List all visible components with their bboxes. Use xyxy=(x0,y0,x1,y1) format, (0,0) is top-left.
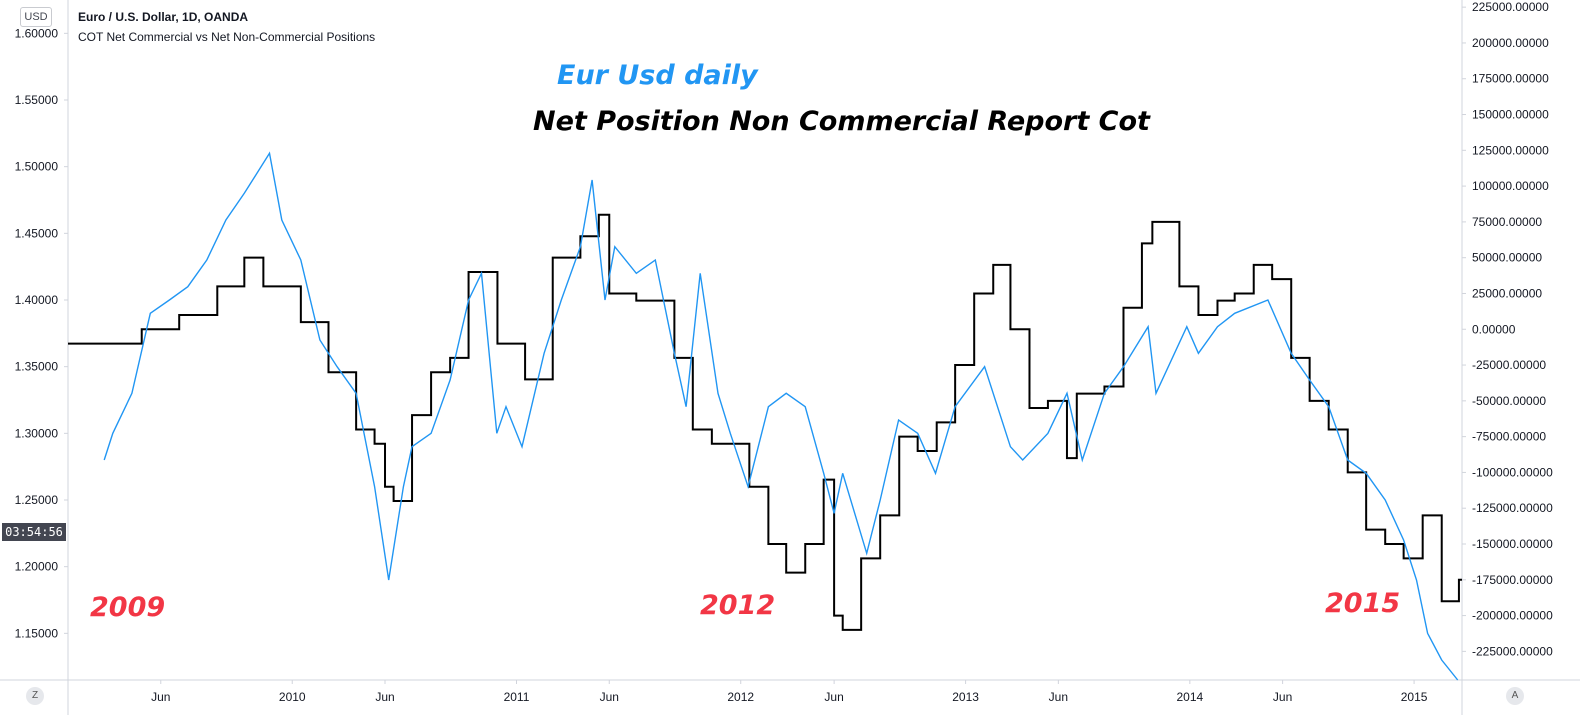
right-tick-label: -225000.00000 xyxy=(1472,644,1553,658)
year-2012-annotation: 2012 xyxy=(700,590,776,621)
time-tick-label: Jun xyxy=(375,690,394,704)
right-tick-label: 150000.00000 xyxy=(1472,108,1549,122)
time-tick-label: Jun xyxy=(1273,690,1292,704)
right-tick-label: 25000.00000 xyxy=(1472,286,1542,300)
left-tick-label: 1.30000 xyxy=(15,426,59,440)
right-cot-axis: 225000.00000 200000.00000 175000.00000 1500… xyxy=(1462,0,1553,658)
left-price-axis: 1.60000 1.55000 1.50000 1.45000 1.40000 1.350… xyxy=(15,26,68,640)
plot-area xyxy=(68,151,1462,681)
right-tick-label: -50000.00000 xyxy=(1472,394,1546,408)
cot-net-position-line xyxy=(68,213,1462,631)
cot-annotation: Net Position Non Commercial Report Cot xyxy=(533,106,1150,137)
time-tick-label: Jun xyxy=(151,690,170,704)
left-tick-label: 1.20000 xyxy=(15,560,59,574)
right-tick-label: -100000.00000 xyxy=(1472,465,1553,479)
right-tick-label: 0.00000 xyxy=(1472,322,1516,336)
time-axis: Jun 2010 Jun 2011 Jun 2012 Jun 2013 Jun 2014 Jun 20… xyxy=(151,680,1428,704)
left-tick-label: 1.15000 xyxy=(15,626,59,640)
right-tick-label: 175000.00000 xyxy=(1472,72,1549,86)
symbol-title: Euro / U.S. Dollar, 1D, OANDA xyxy=(78,10,249,24)
time-tick-label: 2012 xyxy=(727,690,754,704)
time-tick-label: 2015 xyxy=(1401,690,1428,704)
left-tick-label: 1.50000 xyxy=(15,160,59,174)
right-tick-label: -125000.00000 xyxy=(1472,501,1553,515)
eurusd-price-line xyxy=(103,151,1459,681)
indicator-title: COT Net Commercial vs Net Non-Commercial… xyxy=(78,30,376,44)
left-tick-label: 1.25000 xyxy=(15,493,59,507)
time-tick-label: 2013 xyxy=(952,690,979,704)
right-tick-label: -150000.00000 xyxy=(1472,537,1553,551)
left-tick-label: 1.60000 xyxy=(15,26,59,40)
left-tick-label: 1.35000 xyxy=(15,360,59,374)
year-2015-annotation: 2015 xyxy=(1325,588,1401,619)
time-tick-label: 2011 xyxy=(504,690,530,704)
left-tick-label: 1.45000 xyxy=(15,226,59,240)
left-tick-label: 1.40000 xyxy=(15,293,59,307)
time-tick-label: Jun xyxy=(824,690,843,704)
time-tick-label: 2010 xyxy=(279,690,306,704)
bar-countdown: 03:54:56 xyxy=(2,523,66,541)
eurusd-annotation: Eur Usd daily xyxy=(557,60,758,91)
time-tick-label: Jun xyxy=(1049,690,1068,704)
currency-badge[interactable]: USD xyxy=(20,7,52,27)
right-tick-label: 200000.00000 xyxy=(1472,36,1549,50)
right-tick-label: 225000.00000 xyxy=(1472,0,1549,14)
right-tick-label: -25000.00000 xyxy=(1472,358,1546,372)
time-tick-label: Jun xyxy=(600,690,619,704)
auto-scale-left-button[interactable]: Z xyxy=(26,687,44,705)
right-tick-label: 125000.00000 xyxy=(1472,143,1549,157)
right-tick-label: -175000.00000 xyxy=(1472,573,1553,587)
year-2009-annotation: 2009 xyxy=(90,592,166,623)
right-tick-label: -75000.00000 xyxy=(1472,430,1546,444)
left-tick-label: 1.55000 xyxy=(15,93,59,107)
time-tick-label: 2014 xyxy=(1176,690,1203,704)
right-tick-label: 75000.00000 xyxy=(1472,215,1542,229)
auto-scale-right-button[interactable]: A xyxy=(1506,687,1524,705)
right-tick-label: 100000.00000 xyxy=(1472,179,1549,193)
right-tick-label: 50000.00000 xyxy=(1472,251,1542,265)
right-tick-label: -200000.00000 xyxy=(1472,609,1553,623)
